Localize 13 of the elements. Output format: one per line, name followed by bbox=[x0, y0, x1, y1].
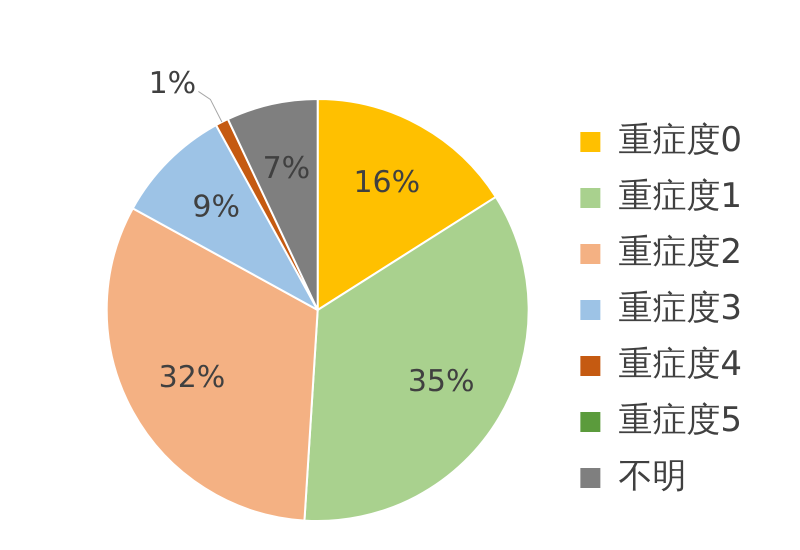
data-label: 16% bbox=[353, 165, 420, 200]
legend-label: 重症度0 bbox=[618, 120, 742, 160]
data-label: 32% bbox=[158, 360, 226, 395]
data-label: 1% bbox=[148, 66, 196, 102]
data-label: 7% bbox=[262, 150, 310, 186]
data-label: 9% bbox=[192, 189, 240, 224]
legend-label: 不明 bbox=[618, 456, 686, 496]
legend-label: 重症度4 bbox=[618, 344, 742, 384]
legend-label: 重症度1 bbox=[618, 176, 742, 216]
data-label: 35% bbox=[408, 364, 475, 399]
legend-label: 重症度5 bbox=[618, 400, 742, 440]
legend-label: 重症度2 bbox=[618, 232, 742, 272]
legend-label: 重症度3 bbox=[618, 288, 742, 328]
